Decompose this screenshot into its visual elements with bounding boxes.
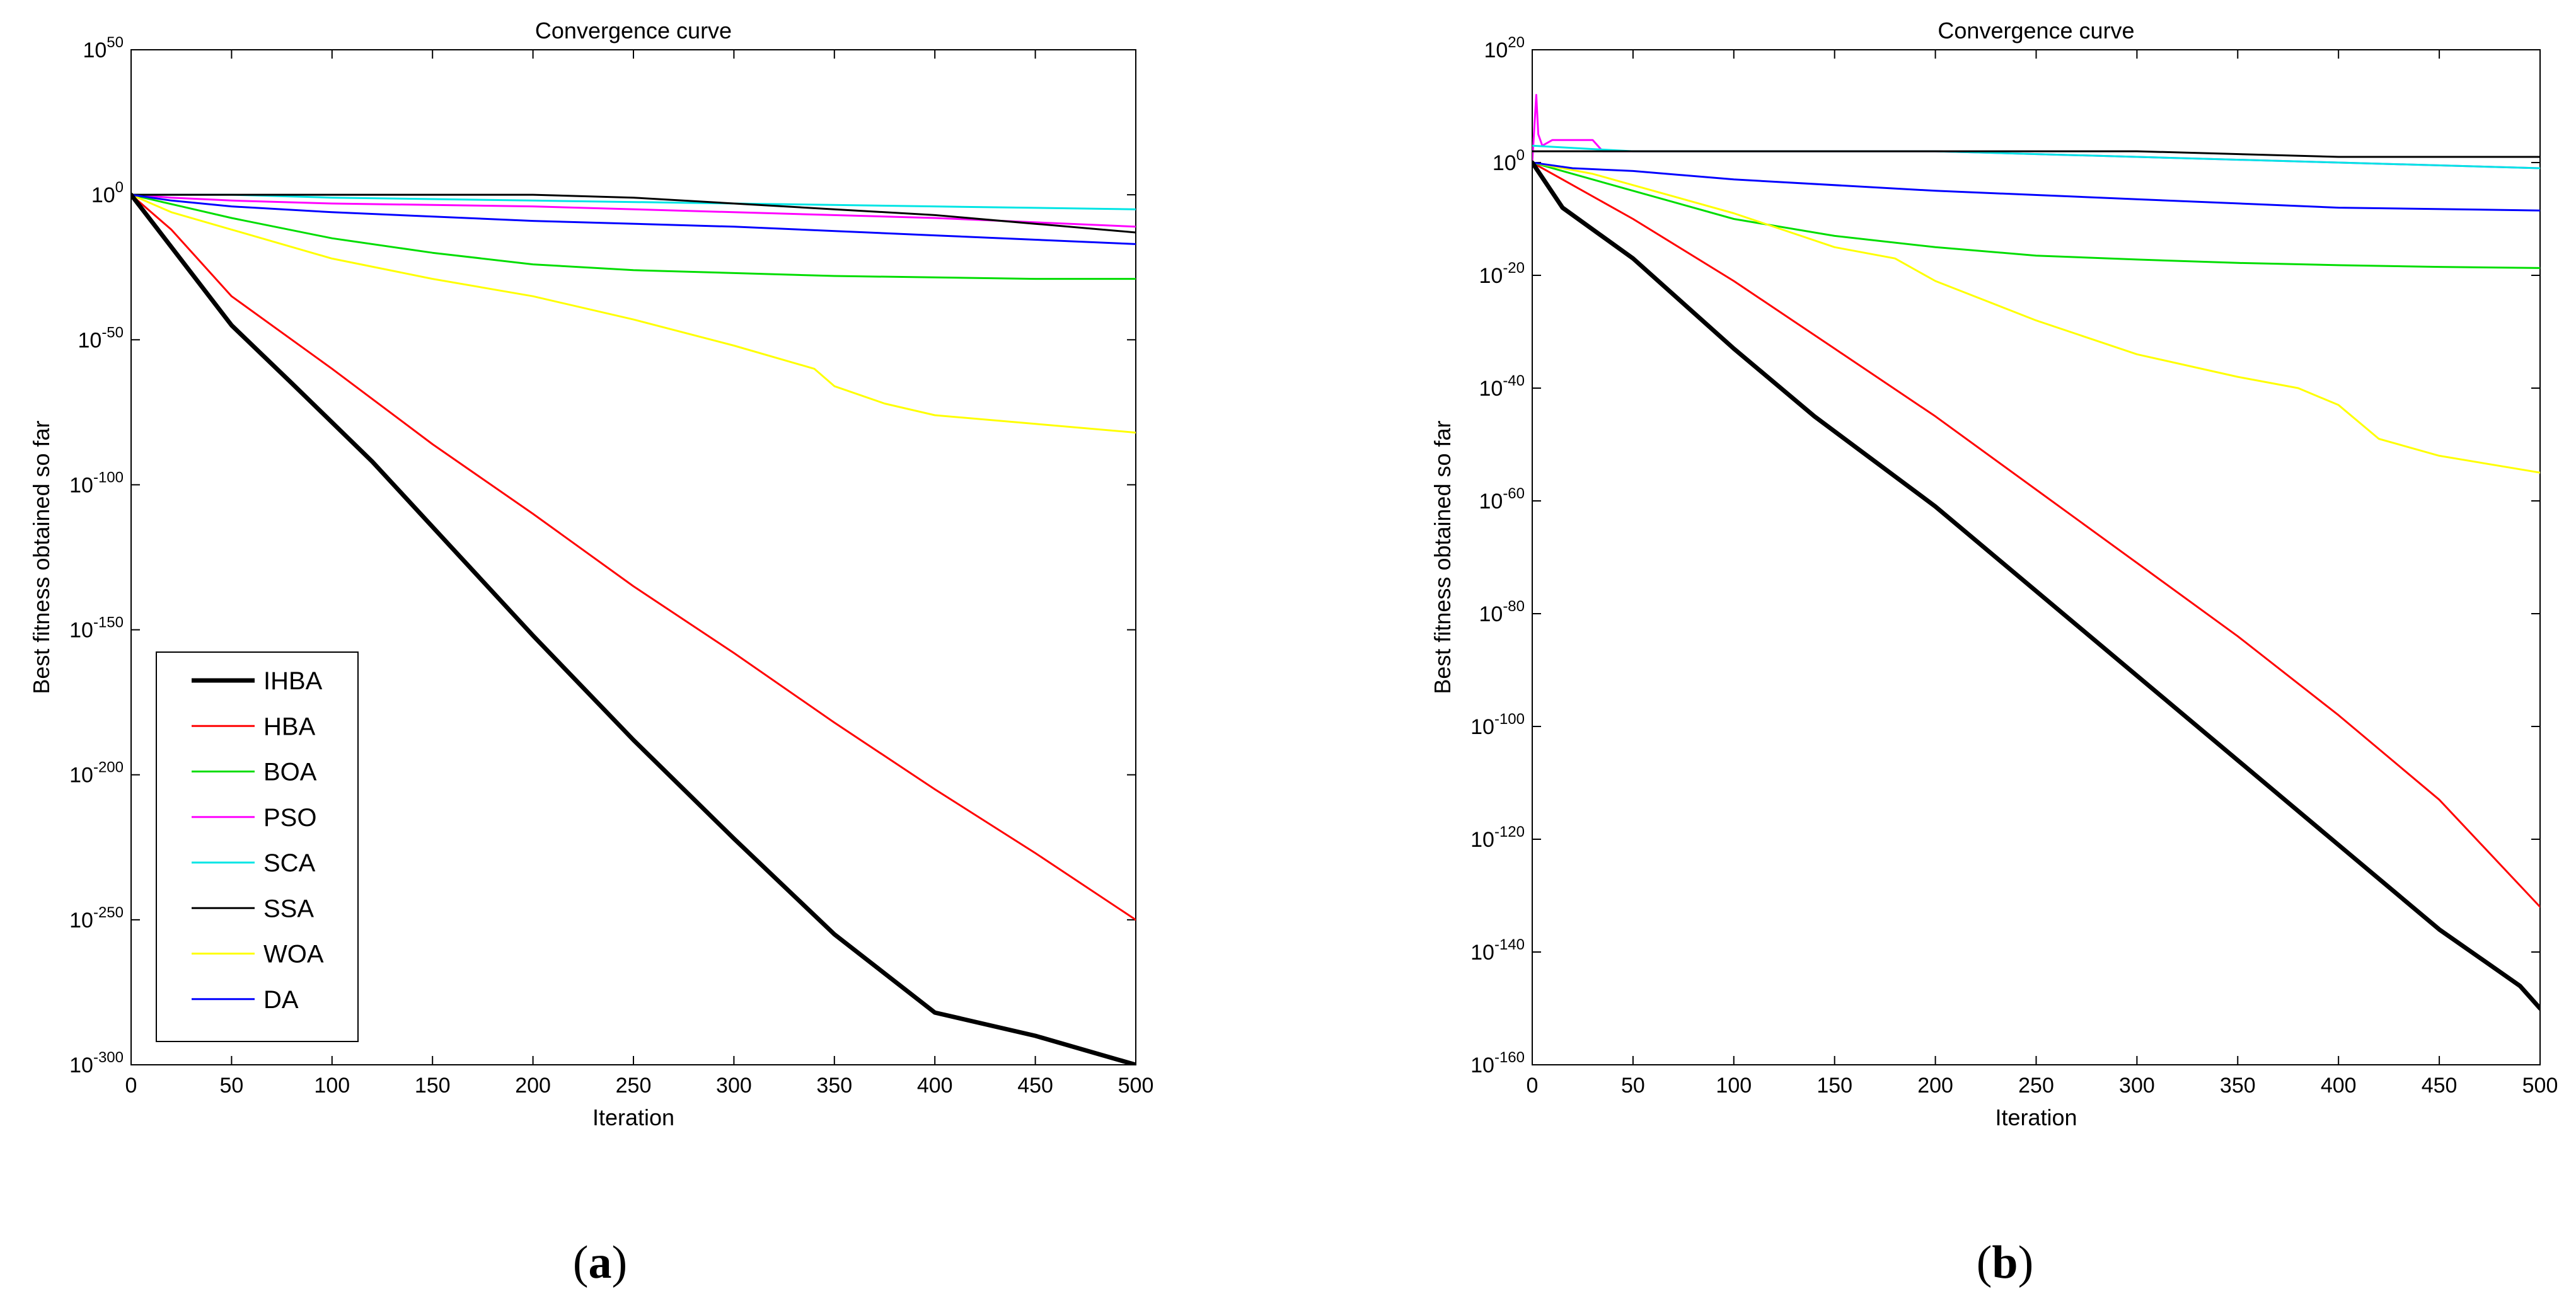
- x-tick-label: 250: [616, 1074, 652, 1098]
- series-line-boa: [131, 193, 1136, 280]
- chart-title: Convergence curve: [1938, 18, 2134, 43]
- chart-panel-b: 0 50 100 150 200 250 300 350 400 450 500 1020 100 10-…: [1430, 18, 2558, 1288]
- series-line-da: [1532, 161, 2540, 212]
- x-tick-label: 200: [515, 1074, 551, 1098]
- x-tick-label: 100: [314, 1074, 350, 1098]
- series-line-woa: [1532, 161, 2540, 474]
- x-tick-label: 500: [1118, 1074, 1154, 1098]
- x-tick-label: 250: [2018, 1074, 2054, 1098]
- y-tick-label: 10-150: [69, 614, 124, 643]
- series-line-ihba: [1532, 160, 2540, 1011]
- y-tick-label: 10-50: [78, 324, 124, 352]
- chart-panel-a: 0 50 100 150 200 250 300 350 400 450 500 1050 100 10-…: [28, 18, 1153, 1288]
- y-tick-label: 10-200: [69, 759, 124, 788]
- series-line-pso: [131, 193, 1136, 228]
- y-tick-label: 10-40: [1479, 372, 1525, 401]
- y-tick-label: 10-80: [1479, 598, 1525, 626]
- series-group: [1532, 94, 2540, 1011]
- chart-title: Convergence curve: [535, 18, 732, 43]
- y-tick-label: 100: [1493, 147, 1525, 175]
- panel-caption: (a): [573, 1237, 627, 1288]
- y-tick-label: 1020: [1484, 34, 1525, 62]
- legend-label-woa: WOA: [263, 941, 324, 968]
- y-tick-label: 10-120: [1470, 823, 1525, 852]
- x-tick-label: 400: [917, 1074, 953, 1098]
- series-line-da: [131, 193, 1136, 245]
- x-tick-label: 50: [219, 1074, 243, 1098]
- series-line-hba: [1532, 161, 2540, 908]
- legend-label-pso: PSO: [263, 804, 316, 832]
- legend-box: [156, 651, 359, 1042]
- x-tick-label: 400: [2321, 1074, 2357, 1098]
- x-tick-label: 150: [1816, 1074, 1852, 1098]
- y-tick-label: 100: [91, 179, 124, 207]
- y-tick-label: 10-20: [1479, 260, 1525, 288]
- legend-label-ihba: IHBA: [263, 667, 323, 695]
- y-tick-label: 10-100: [69, 469, 124, 497]
- y-axis-label: Best fitness obtained so far: [28, 420, 54, 694]
- legend-label-ssa: SSA: [263, 895, 314, 922]
- y-tick-label: 10-250: [69, 904, 124, 932]
- series-line-hba: [131, 193, 1136, 921]
- legend: IHBA HBA BOA PSO SCA SSA WOA DA: [156, 651, 359, 1042]
- y-tick-label: 10-140: [1470, 936, 1525, 965]
- y-tick-label: 10-60: [1479, 485, 1525, 513]
- series-line-ssa: [131, 193, 1136, 234]
- x-axis-label: Iteration: [592, 1104, 674, 1130]
- x-tick-label: 0: [125, 1074, 137, 1098]
- legend-label-boa: BOA: [263, 759, 317, 786]
- x-tick-label: 500: [2522, 1074, 2558, 1098]
- y-tick-label: 10-160: [1470, 1049, 1525, 1077]
- x-tick-label: 150: [415, 1074, 451, 1098]
- series-line-boa: [1532, 161, 2540, 269]
- legend-label-sca: SCA: [263, 849, 316, 877]
- x-tick-label: 350: [2220, 1074, 2256, 1098]
- x-tick-label: 450: [1017, 1074, 1053, 1098]
- legend-label-hba: HBA: [263, 713, 316, 740]
- panel-caption: (b): [1977, 1237, 2033, 1288]
- y-tick-label: 10-300: [69, 1049, 124, 1077]
- legend-label-da: DA: [263, 986, 299, 1014]
- x-tick-label: 0: [1527, 1074, 1539, 1098]
- x-tick-label: 450: [2422, 1074, 2458, 1098]
- x-axis-label: Iteration: [1995, 1104, 2077, 1130]
- x-tick-label: 350: [816, 1074, 852, 1098]
- y-tick-label: 1050: [83, 34, 124, 62]
- x-tick-label: 300: [2119, 1074, 2155, 1098]
- x-tick-label: 300: [716, 1074, 752, 1098]
- y-axis-label: Best fitness obtained so far: [1430, 420, 1455, 694]
- x-tick-label: 100: [1716, 1074, 1752, 1098]
- x-tick-label: 200: [1917, 1074, 1953, 1098]
- series-line-ihba: [131, 192, 1136, 1065]
- y-tick-label: 10-100: [1470, 711, 1525, 739]
- series-group: [131, 192, 1136, 1065]
- series-line-woa: [131, 193, 1136, 434]
- series-line-ssa: [1532, 150, 2540, 158]
- x-tick-label: 50: [1621, 1074, 1645, 1098]
